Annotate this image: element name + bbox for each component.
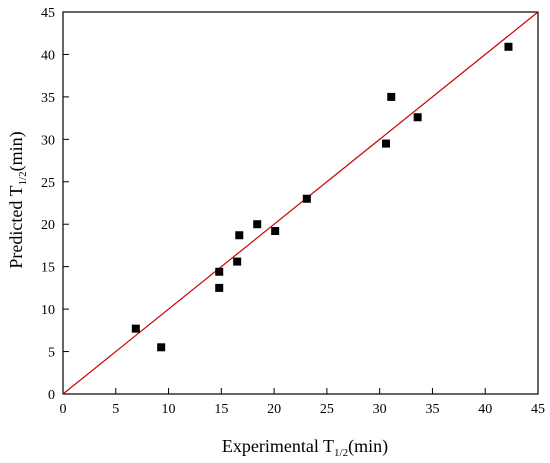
data-point <box>413 113 422 122</box>
x-tick-label: 15 <box>214 402 228 417</box>
y-tick-label: 45 <box>41 6 55 21</box>
data-point <box>233 257 242 266</box>
plot-area: 0 5 10 15 20 25 30 35 40 45 0 5 10 15 20 25 30 35 40 45 <box>41 6 545 417</box>
data-point <box>382 139 390 148</box>
x-tick-label: 40 <box>478 402 492 417</box>
y-tick-label: 35 <box>41 91 55 106</box>
plot-frame <box>62 11 539 395</box>
y-tick-label: 20 <box>41 218 55 233</box>
y-tick-label: 0 <box>48 388 55 403</box>
data-point <box>131 324 140 333</box>
x-axis-title: Experimental T1/2(min) <box>222 436 388 459</box>
data-point <box>504 42 513 51</box>
data-point <box>253 220 262 229</box>
data-point <box>157 343 166 352</box>
y-tick-label: 40 <box>41 48 55 63</box>
data-point <box>271 227 280 236</box>
data-point <box>215 267 224 276</box>
data-point <box>387 92 396 101</box>
y-tick-label: 10 <box>41 303 55 318</box>
y-tick-label: 30 <box>41 133 55 148</box>
data-point <box>302 194 311 203</box>
reference-line <box>62 11 539 395</box>
x-tick-label: 45 <box>531 402 545 417</box>
x-tick-label: 35 <box>425 402 439 417</box>
y-tick-label: 25 <box>41 176 55 191</box>
y-tick-label: 5 <box>48 346 55 361</box>
data-point <box>215 283 224 292</box>
y-tick-label: 15 <box>41 261 55 276</box>
x-tick-label: 30 <box>373 402 387 417</box>
x-tick-label: 10 <box>162 402 176 417</box>
y-axis-title: Predicted T1/2(min) <box>6 131 29 268</box>
x-tick-label: 5 <box>112 402 119 417</box>
data-point <box>235 231 244 240</box>
x-tick-label: 20 <box>267 402 281 417</box>
x-tick-label: 25 <box>320 402 334 417</box>
x-tick-label: 0 <box>60 402 67 417</box>
